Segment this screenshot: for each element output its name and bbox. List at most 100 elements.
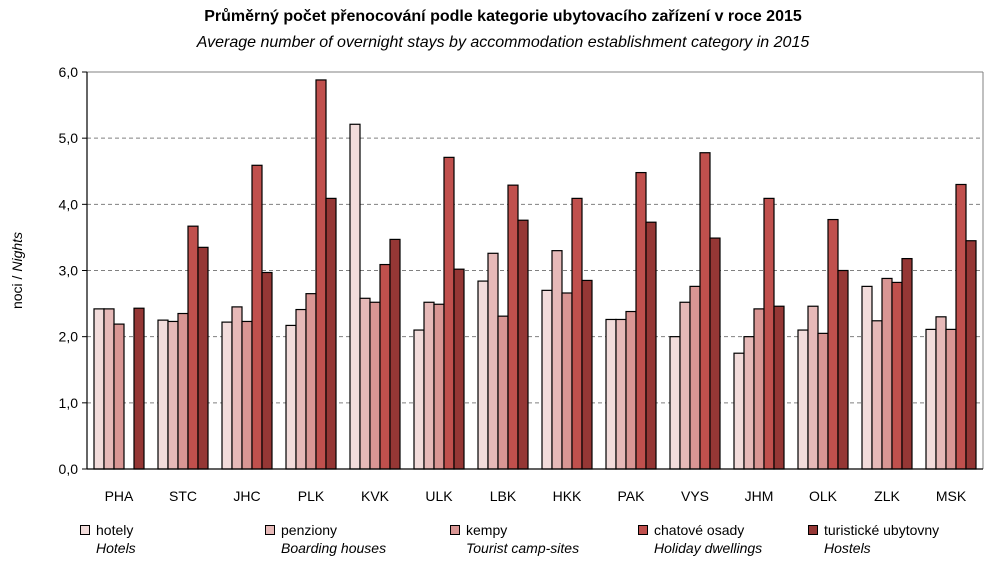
legend-label: kempy xyxy=(466,522,508,538)
legend-label: turistické ubytovny xyxy=(824,522,940,538)
bar xyxy=(315,79,327,470)
bar xyxy=(305,293,317,470)
bar xyxy=(891,281,903,470)
legend-item: penziony Boarding houses xyxy=(265,521,386,557)
x-tick-label: ZLK xyxy=(874,488,900,504)
bar xyxy=(177,312,189,470)
bar xyxy=(945,328,957,470)
bar xyxy=(925,328,937,470)
x-tick-label: STC xyxy=(169,488,197,504)
legend-label: penziony xyxy=(281,522,338,538)
bar xyxy=(881,277,893,470)
bar xyxy=(935,316,947,470)
y-tick-label: 3,0 xyxy=(59,263,79,279)
bar xyxy=(295,308,307,470)
legend-swatch xyxy=(80,525,90,535)
y-axis-label-en: Nights xyxy=(9,232,25,272)
bar xyxy=(487,252,499,470)
bar xyxy=(581,279,593,470)
legend-swatch xyxy=(638,525,648,535)
x-tick-label: HKK xyxy=(553,488,582,504)
bar xyxy=(133,307,145,470)
bar xyxy=(349,123,361,470)
bar xyxy=(571,197,583,470)
legend-label-en: Hotels xyxy=(96,540,136,556)
bar xyxy=(157,319,169,470)
bar xyxy=(325,197,337,470)
bar xyxy=(625,310,637,470)
bar xyxy=(871,320,883,470)
bar xyxy=(763,197,775,470)
bar xyxy=(733,352,745,470)
bar xyxy=(285,324,297,470)
bar xyxy=(507,184,519,470)
legend-label-en: Holiday dwellings xyxy=(654,540,763,556)
x-tick-label: JHC xyxy=(233,488,260,504)
bar xyxy=(861,285,873,470)
bar xyxy=(773,305,785,470)
bar xyxy=(561,292,573,470)
bar xyxy=(113,323,125,470)
bar xyxy=(955,183,967,470)
legend-swatch xyxy=(265,525,275,535)
bar xyxy=(231,306,243,470)
legend-label: hotely xyxy=(96,522,134,538)
bar xyxy=(197,246,209,470)
y-tick-label: 1,0 xyxy=(59,395,79,411)
bar xyxy=(807,305,819,470)
bar xyxy=(517,219,529,470)
x-tick-label: LBK xyxy=(490,488,517,504)
bar xyxy=(433,303,445,470)
bar xyxy=(753,308,765,470)
bar xyxy=(827,218,839,470)
bar xyxy=(389,238,401,470)
x-tick-label: PHA xyxy=(105,488,134,504)
bar xyxy=(453,268,465,470)
bar xyxy=(615,318,627,470)
bar xyxy=(251,164,263,470)
bar xyxy=(541,289,553,470)
y-axis-label-cs: noci / xyxy=(9,272,25,309)
chart-title: Průměrný počet přenocování podle kategor… xyxy=(204,8,802,25)
legend-swatch xyxy=(808,525,818,535)
x-tick-label: JHM xyxy=(745,488,774,504)
x-tick-label: PAK xyxy=(618,488,646,504)
bar xyxy=(497,315,509,470)
chart-subtitle: Average number of overnight stays by acc… xyxy=(196,34,810,51)
x-tick-label: ULK xyxy=(425,488,453,504)
y-tick-label: 0,0 xyxy=(59,461,79,477)
bar xyxy=(413,329,425,470)
bar xyxy=(605,318,617,470)
bar xyxy=(743,336,755,470)
x-tick-label: VYS xyxy=(681,488,709,504)
bar xyxy=(241,320,253,470)
y-tick-label: 4,0 xyxy=(59,196,79,212)
bar xyxy=(261,271,273,470)
bar xyxy=(837,269,849,470)
bar xyxy=(477,280,489,470)
y-axis-label: noci / Nights xyxy=(9,232,25,309)
y-tick-label: 5,0 xyxy=(59,130,79,146)
bar xyxy=(699,152,711,470)
legend-label-en: Tourist camp-sites xyxy=(466,540,580,556)
legend-item: kempy Tourist camp-sites xyxy=(450,521,579,557)
bar xyxy=(709,237,721,470)
bar xyxy=(635,171,647,470)
y-tick-label: 6,0 xyxy=(59,64,79,80)
bar xyxy=(423,301,435,470)
y-tick-label: 2,0 xyxy=(59,329,79,345)
bar xyxy=(379,263,391,470)
legend-item: chatové osady Holiday dwellings xyxy=(638,521,762,557)
bar xyxy=(679,301,691,470)
legend-item: turistické ubytovny Hostels xyxy=(808,521,939,557)
legend-item: hotely Hotels xyxy=(80,521,136,557)
x-tick-label: KVK xyxy=(361,488,390,504)
legend-label: chatové osady xyxy=(654,522,745,538)
bar xyxy=(645,221,657,470)
bar xyxy=(167,320,179,470)
bar xyxy=(965,240,977,470)
legend-label-en: Boarding houses xyxy=(281,540,387,556)
x-tick-label: PLK xyxy=(298,488,325,504)
